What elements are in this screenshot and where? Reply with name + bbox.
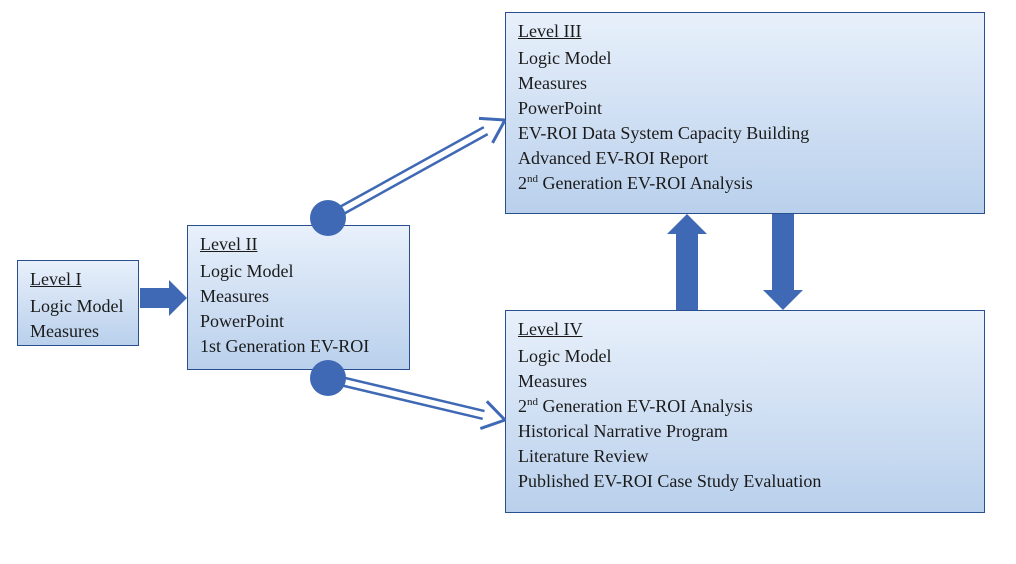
node-item: EV-ROI Data System Capacity Building bbox=[518, 123, 972, 144]
node-item: Advanced EV-ROI Report bbox=[518, 148, 972, 169]
node-level-3: Level III Logic Model Measures PowerPoint E… bbox=[505, 12, 985, 214]
node-item: 2nd Generation EV-ROI Analysis bbox=[518, 173, 972, 194]
node-item: Measures bbox=[30, 321, 126, 342]
node-level-1: Level I Logic Model Measures bbox=[17, 260, 139, 346]
node-item: Logic Model bbox=[200, 261, 397, 282]
node-item: 2nd Generation EV-ROI Analysis bbox=[518, 396, 972, 417]
node-level-2: Level II Logic Model Measures PowerPoint 1s… bbox=[187, 225, 410, 370]
node-item: Measures bbox=[518, 371, 972, 392]
node-level-4: Level IV Logic Model Measures 2nd Generati… bbox=[505, 310, 985, 513]
node-item: PowerPoint bbox=[518, 98, 972, 119]
node-item: Measures bbox=[200, 286, 397, 307]
node-item: Logic Model bbox=[30, 296, 126, 317]
node-item: Logic Model bbox=[518, 48, 972, 69]
node-item: Logic Model bbox=[518, 346, 972, 367]
node-title: Level IV bbox=[518, 319, 972, 340]
node-title: Level I bbox=[30, 269, 126, 290]
node-item: PowerPoint bbox=[200, 311, 397, 332]
node-item: Published EV-ROI Case Study Evaluation bbox=[518, 471, 972, 492]
node-item: Measures bbox=[518, 73, 972, 94]
node-item: Historical Narrative Program bbox=[518, 421, 972, 442]
node-title: Level III bbox=[518, 21, 972, 42]
node-item: 1st Generation EV-ROI bbox=[200, 336, 397, 357]
node-item: Literature Review bbox=[518, 446, 972, 467]
node-title: Level II bbox=[200, 234, 397, 255]
